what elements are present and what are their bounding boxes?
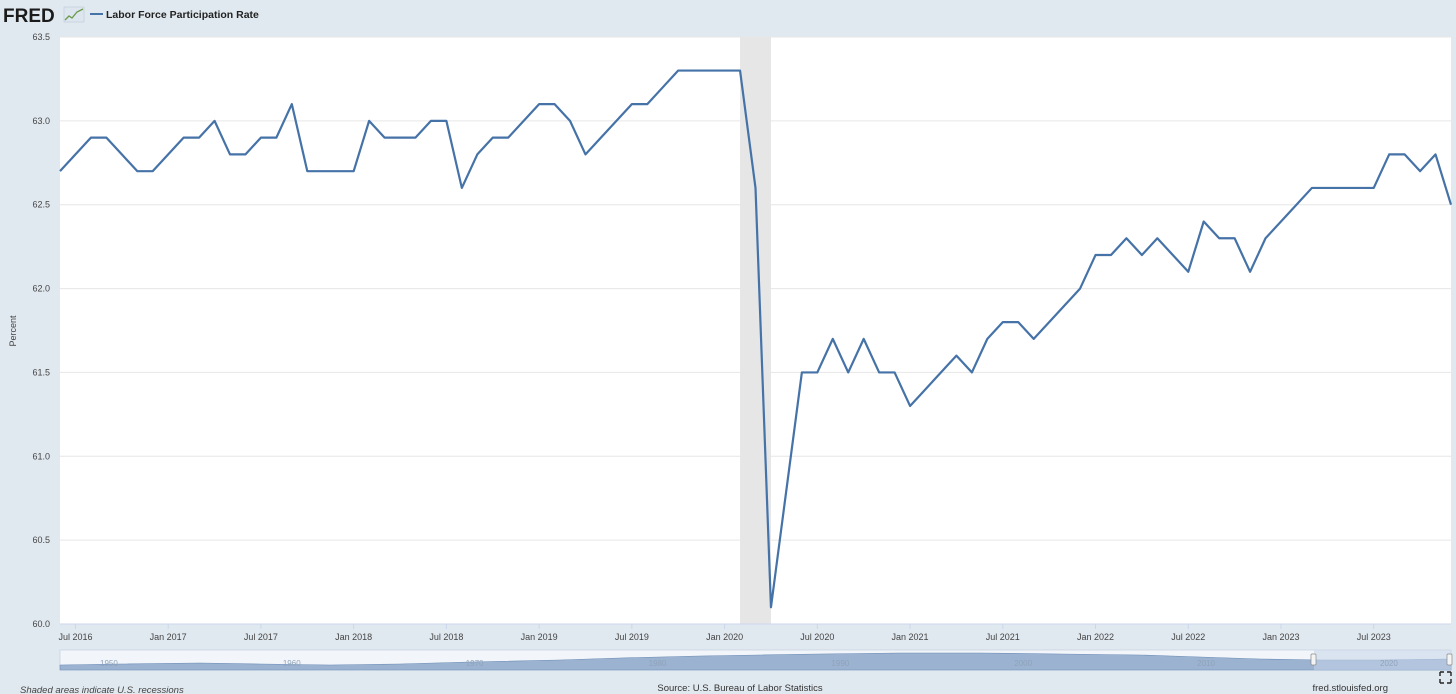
fred-logo-graph-icon	[63, 6, 85, 23]
y-tick-label: 62.0	[32, 284, 50, 294]
navigator-selected-range[interactable]	[1314, 650, 1451, 670]
x-tick-label: Jul 2020	[800, 632, 834, 642]
x-tick-label: Jan 2018	[335, 632, 372, 642]
x-tick-label: Jul 2023	[1357, 632, 1391, 642]
y-tick-label: 60.5	[32, 535, 50, 545]
y-tick-label: 61.0	[32, 451, 50, 461]
x-tick-label: Jul 2022	[1171, 632, 1205, 642]
x-tick-label: Jan 2019	[521, 632, 558, 642]
recession-note: Shaded areas indicate U.S. recessions	[20, 685, 184, 694]
header: FRED Labor Force Participation Rate	[3, 6, 259, 27]
x-tick-label: Jan 2017	[150, 632, 187, 642]
x-axis-ticks: Jul 2016 Jan 2017 Jul 2017 Jan 2018 Jul 2018…	[58, 624, 1391, 642]
recession-shade	[740, 37, 771, 624]
navigator-year-label: 1950	[100, 659, 118, 668]
source-text[interactable]: Source: U.S. Bureau of Labor Statistics	[657, 683, 823, 694]
navigator-year-label: 1980	[649, 659, 667, 668]
navigator-year-label: 2010	[1197, 659, 1215, 668]
navigator-left-handle[interactable]	[1310, 653, 1317, 666]
y-tick-label: 60.0	[32, 619, 50, 629]
y-tick-label: 61.5	[32, 367, 50, 377]
navigator-year-label: 1970	[466, 659, 484, 668]
y-axis-title: Percent	[8, 315, 18, 347]
y-axis-ticks: 60.0 60.5 61.0 61.5 62.0 62.5 63.0 63.5	[32, 32, 50, 629]
series-layer	[59, 69, 1453, 609]
x-tick-label: Jul 2017	[244, 632, 278, 642]
series-line-labor-force-participation-rate[interactable]	[59, 69, 1453, 609]
y-tick-label: 63.5	[32, 32, 50, 42]
site-link[interactable]: fred.stlouisfed.org	[1312, 683, 1388, 694]
fred-logo[interactable]: FRED	[3, 6, 55, 27]
x-tick-label: Jul 2021	[986, 632, 1020, 642]
navigator-year-label: 2000	[1014, 659, 1032, 668]
x-tick-label: Jan 2021	[892, 632, 929, 642]
navigator-year-label: 2020	[1380, 659, 1398, 668]
navigator[interactable]: 1950 1960 1970 1980 1990 2000 2010 2020	[59, 649, 1453, 671]
navigator-right-handle[interactable]	[1446, 653, 1453, 666]
legend-label[interactable]: Labor Force Participation Rate	[106, 9, 259, 21]
y-tick-label: 63.0	[32, 116, 50, 126]
navigator-year-labels: 1950 1960 1970 1980 1990 2000 2010 2020	[100, 659, 1398, 668]
expand-icon[interactable]	[1439, 671, 1452, 684]
x-tick-label: Jul 2016	[58, 632, 92, 642]
x-tick-label: Jan 2022	[1077, 632, 1114, 642]
navigator-year-label: 1990	[831, 659, 849, 668]
x-tick-label: Jan 2023	[1262, 632, 1299, 642]
x-tick-label: Jul 2018	[429, 632, 463, 642]
navigator-year-label: 1960	[283, 659, 301, 668]
x-tick-label: Jul 2019	[615, 632, 649, 642]
x-tick-label: Jan 2020	[706, 632, 743, 642]
y-tick-label: 62.5	[32, 200, 50, 210]
recession-shading-layer	[740, 37, 771, 624]
